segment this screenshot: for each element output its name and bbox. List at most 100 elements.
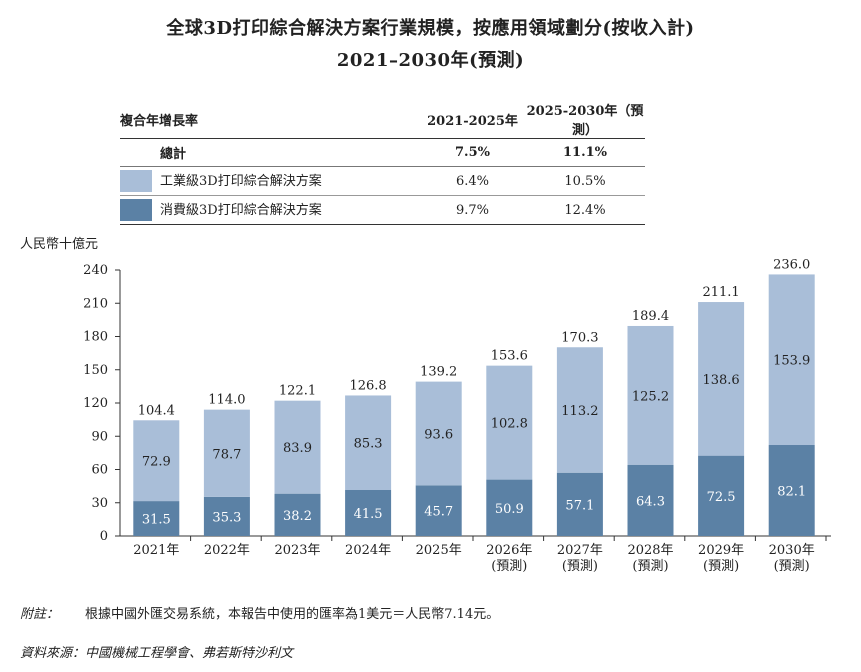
bar-industrial: [556, 347, 603, 473]
data-label-consumer: 82.1: [777, 485, 806, 500]
y-tick-label: 0: [100, 529, 108, 544]
footnote: 附註： 根據中國外匯交易系統，本報告中使用的匯率為1美元＝人民幣7.14元。: [20, 603, 499, 622]
x-tick-label: 2026年: [486, 543, 532, 558]
cagr-industrial-v1: 6.4%: [420, 166, 525, 196]
legend-swatch-industrial: [120, 170, 152, 193]
x-tick-label: 2022年: [204, 543, 250, 558]
cagr-total-row: 總計 7.5% 11.1%: [120, 138, 645, 167]
cagr-total-v2: 11.1%: [525, 138, 645, 167]
bar-consumer: [768, 445, 815, 536]
bar-consumer: [203, 496, 250, 536]
x-tick-label: (預測): [562, 559, 598, 574]
data-label-industrial: 125.2: [632, 389, 669, 404]
data-label-consumer: 45.7: [424, 505, 453, 520]
x-tick-label: (預測): [774, 559, 810, 574]
y-tick-label: 210: [83, 296, 108, 311]
footnote-label: 附註：: [20, 607, 60, 622]
data-label-total: 126.8: [349, 378, 386, 393]
chart-subtitle: 2021–2030年(預測): [336, 50, 525, 71]
data-label-industrial: 93.6: [424, 427, 453, 442]
x-tick-label: (預測): [632, 559, 668, 574]
cagr-total-v1: 7.5%: [420, 138, 525, 167]
y-tick-label: 90: [91, 429, 108, 444]
x-tick-label: 2029年: [698, 543, 744, 558]
bar-industrial: [486, 365, 533, 480]
x-tick-label: 2024年: [345, 543, 391, 558]
y-tick-label: 180: [83, 330, 108, 345]
bar-industrial: [627, 325, 674, 465]
data-label-consumer: 64.3: [636, 494, 665, 509]
bar-industrial: [698, 302, 745, 456]
cagr-header-period2: 2025-2030年（預測）: [525, 100, 645, 139]
data-label-total: 153.6: [491, 349, 528, 364]
cagr-header-label: 複合年增長率: [120, 100, 420, 139]
data-label-industrial: 72.9: [142, 455, 171, 470]
cagr-total-label: 總計: [120, 138, 420, 167]
data-label-consumer: 41.5: [354, 507, 383, 522]
data-label-consumer: 35.3: [212, 510, 241, 525]
data-label-consumer: 50.9: [495, 502, 524, 517]
x-tick-label: (預測): [491, 559, 527, 574]
source-note: 資料來源：中國機械工程學會、弗若斯特沙利文: [20, 646, 294, 661]
bar-industrial: [274, 400, 321, 494]
x-tick-label: 2030年: [769, 543, 815, 558]
x-tick-label: 2028年: [627, 543, 673, 558]
data-label-industrial: 102.8: [491, 417, 528, 432]
cagr-consumer-label: 消費級3D打印綜合解決方案: [160, 202, 322, 218]
y-tick-label: 120: [83, 396, 108, 411]
y-axis-unit-label: 人民幣十億元: [20, 237, 99, 252]
bar-industrial: [345, 395, 392, 491]
x-tick-label: 2021年: [133, 543, 179, 558]
bar-industrial: [203, 409, 250, 497]
x-tick-label: 2025年: [416, 543, 462, 558]
cagr-consumer-v2: 12.4%: [525, 195, 645, 225]
bar-consumer: [415, 485, 462, 536]
x-tick-label: 2027年: [557, 543, 603, 558]
data-label-total: 122.1: [279, 384, 316, 399]
data-label-total: 236.0: [773, 257, 810, 272]
data-label-consumer: 38.2: [283, 509, 312, 524]
data-label-industrial: 83.9: [283, 441, 312, 456]
y-tick-label: 240: [83, 263, 108, 278]
cagr-consumer-label-cell: 消費級3D打印綜合解決方案: [120, 195, 420, 225]
data-label-industrial: 113.2: [561, 404, 598, 419]
bar-consumer: [345, 490, 392, 536]
cagr-row-consumer: 消費級3D打印綜合解決方案 9.7% 12.4%: [120, 195, 645, 225]
bar-consumer: [698, 455, 745, 536]
bar-consumer: [486, 479, 533, 536]
bar-consumer: [274, 493, 321, 536]
cagr-industrial-v2: 10.5%: [525, 166, 645, 196]
data-label-total: 189.4: [632, 309, 669, 324]
bar-consumer: [627, 464, 674, 536]
bar-industrial: [768, 274, 815, 446]
data-label-consumer: 57.1: [565, 498, 594, 513]
cagr-header-row: 複合年增長率 2021-2025年 2025-2030年（預測）: [120, 100, 645, 139]
cagr-consumer-v1: 9.7%: [420, 195, 525, 225]
bar-consumer: [133, 501, 180, 536]
data-label-consumer: 72.5: [707, 490, 736, 505]
y-tick-label: 30: [91, 496, 108, 511]
data-label-industrial: 153.9: [773, 354, 810, 369]
cagr-industrial-label: 工業級3D打印綜合解決方案: [160, 173, 322, 189]
chart-title: 全球3D打印綜合解決方案行業規模，按應用領域劃分(按收入計): [166, 18, 695, 39]
x-tick-label: (預測): [703, 559, 739, 574]
data-label-total: 139.2: [420, 365, 457, 380]
data-label-industrial: 138.6: [702, 373, 739, 388]
y-tick-label: 150: [83, 363, 108, 378]
bar-industrial: [133, 420, 180, 502]
data-label-industrial: 78.7: [212, 447, 241, 462]
cagr-industrial-label-cell: 工業級3D打印綜合解決方案: [120, 166, 420, 196]
legend-swatch-consumer: [120, 199, 152, 222]
data-label-total: 170.3: [561, 330, 598, 345]
data-label-industrial: 85.3: [354, 437, 383, 452]
bar-industrial: [415, 381, 462, 486]
data-label-consumer: 31.5: [142, 513, 171, 528]
data-label-total: 211.1: [702, 285, 739, 300]
y-tick-label: 60: [91, 463, 108, 478]
data-label-total: 114.0: [208, 393, 245, 408]
stacked-bar-chart: 0 30 60 90 120 150 180 210 240 31.5 72.9 104.4 2021年…: [83, 257, 831, 574]
cagr-header-period1: 2021-2025年: [420, 100, 525, 139]
cagr-table: 複合年增長率 2021-2025年 2025-2030年（預測） 總計 7.5%…: [120, 100, 645, 225]
data-label-total: 104.4: [138, 403, 175, 418]
bar-consumer: [556, 472, 603, 536]
